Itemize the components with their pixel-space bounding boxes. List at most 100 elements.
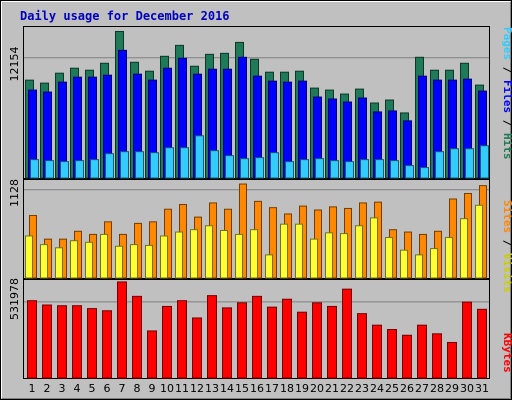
bar-visits-day-1 — [25, 235, 33, 279]
bar-pages-day-9 — [150, 152, 159, 179]
x-tick-day-25: 25 — [385, 382, 399, 395]
bar-kbytes-day-16 — [252, 295, 262, 379]
bar-visits-day-28 — [430, 248, 438, 279]
legend-segment-1-2: Visits — [501, 253, 512, 293]
bar-visits-day-21 — [325, 232, 333, 279]
bar-kbytes-day-13 — [207, 295, 217, 379]
bar-pages-day-1 — [30, 159, 39, 179]
x-tick-day-16: 16 — [250, 382, 264, 395]
bar-kbytes-day-28 — [432, 333, 442, 379]
legend-segment-0-1: / — [501, 60, 512, 80]
bar-kbytes-day-5 — [87, 308, 97, 379]
bar-pages-day-17 — [270, 152, 279, 179]
bar-visits-day-18 — [280, 223, 288, 279]
bar-visits-day-25 — [385, 237, 393, 279]
bar-pages-day-4 — [75, 160, 84, 179]
x-tick-day-28: 28 — [430, 382, 444, 395]
bar-kbytes-day-8 — [132, 295, 142, 379]
x-tick-day-7: 7 — [119, 382, 126, 395]
x-tick-day-5: 5 — [89, 382, 96, 395]
bar-pages-day-31 — [480, 145, 489, 179]
bar-visits-day-15 — [235, 233, 243, 279]
bar-pages-day-26 — [405, 165, 414, 179]
bar-visits-day-31 — [475, 204, 483, 279]
bar-visits-day-3 — [55, 247, 63, 279]
legend-pages-files-hits: Pages / Files / Hits — [501, 27, 512, 160]
bar-pages-day-28 — [435, 151, 444, 179]
bar-kbytes-day-1 — [27, 300, 37, 379]
bar-visits-day-6 — [100, 233, 108, 279]
x-tick-day-17: 17 — [265, 382, 279, 395]
bar-visits-day-5 — [85, 241, 93, 279]
bar-pages-day-23 — [360, 159, 369, 179]
x-tick-day-23: 23 — [355, 382, 369, 395]
bar-kbytes-day-18 — [282, 298, 292, 379]
x-tick-day-1: 1 — [29, 382, 36, 395]
bar-kbytes-day-11 — [177, 300, 187, 379]
bar-pages-day-20 — [315, 158, 324, 179]
x-tick-day-26: 26 — [400, 382, 414, 395]
bar-visits-day-11 — [175, 231, 183, 279]
legend-segment-0-2: Files — [501, 80, 512, 113]
bar-visits-day-14 — [220, 229, 228, 279]
bar-pages-day-27 — [420, 167, 429, 179]
x-tick-day-4: 4 — [74, 382, 81, 395]
x-tick-day-30: 30 — [460, 382, 474, 395]
bar-visits-day-19 — [295, 223, 303, 279]
bar-kbytes-day-4 — [72, 305, 82, 379]
legend-kbytes: KBytes — [501, 333, 512, 373]
y-label-hits: 12154 — [8, 47, 21, 82]
bar-pages-day-3 — [60, 161, 69, 179]
bar-visits-day-30 — [460, 218, 468, 279]
bar-pages-day-19 — [300, 159, 309, 179]
bar-kbytes-day-22 — [342, 288, 352, 379]
legend-segment-0-0: Pages — [501, 27, 512, 60]
bar-visits-day-23 — [355, 225, 363, 279]
bar-kbytes-day-15 — [237, 302, 247, 379]
x-tick-day-31: 31 — [475, 382, 489, 395]
bar-pages-day-21 — [330, 160, 339, 179]
x-tick-day-9: 9 — [149, 382, 156, 395]
bar-kbytes-day-23 — [357, 313, 367, 379]
legend-segment-1-1: / — [501, 233, 512, 253]
bar-pages-day-8 — [135, 151, 144, 179]
bar-pages-day-14 — [225, 155, 234, 179]
bar-visits-day-8 — [130, 244, 138, 279]
bar-pages-day-29 — [450, 148, 459, 179]
x-tick-day-6: 6 — [104, 382, 111, 395]
bar-kbytes-day-3 — [57, 305, 67, 379]
x-tick-day-14: 14 — [220, 382, 234, 395]
bar-pages-day-22 — [345, 161, 354, 179]
x-tick-day-20: 20 — [310, 382, 324, 395]
bar-pages-day-30 — [465, 148, 474, 179]
y-label-kbytes: 531978 — [8, 278, 21, 320]
x-tick-day-15: 15 — [235, 382, 249, 395]
bar-pages-day-16 — [255, 157, 264, 179]
x-tick-day-29: 29 — [445, 382, 459, 395]
bar-visits-day-27 — [415, 254, 423, 279]
bar-kbytes-day-2 — [42, 304, 52, 379]
legend-sites-visits: Sites / Visits — [501, 200, 512, 293]
bar-kbytes-day-27 — [417, 324, 427, 379]
chart-title: Daily usage for December 2016 — [20, 9, 230, 23]
bar-visits-day-2 — [40, 244, 48, 279]
bar-pages-day-12 — [195, 135, 204, 179]
bar-visits-day-24 — [370, 217, 378, 279]
bar-kbytes-day-12 — [192, 317, 202, 379]
bar-pages-day-2 — [45, 160, 54, 179]
bar-visits-day-17 — [265, 254, 273, 279]
bar-kbytes-day-6 — [102, 310, 112, 379]
bar-visits-day-4 — [70, 240, 78, 279]
bar-pages-day-15 — [240, 158, 249, 179]
x-tick-day-18: 18 — [280, 382, 294, 395]
bar-pages-day-11 — [180, 147, 189, 179]
legend-segment-0-4: Hits — [501, 133, 512, 160]
x-tick-day-13: 13 — [205, 382, 219, 395]
bar-visits-day-12 — [190, 229, 198, 279]
x-tick-day-12: 12 — [190, 382, 204, 395]
bar-kbytes-day-29 — [447, 341, 457, 379]
bar-pages-day-10 — [165, 147, 174, 179]
bar-visits-day-10 — [160, 235, 168, 279]
bar-visits-day-26 — [400, 249, 408, 279]
